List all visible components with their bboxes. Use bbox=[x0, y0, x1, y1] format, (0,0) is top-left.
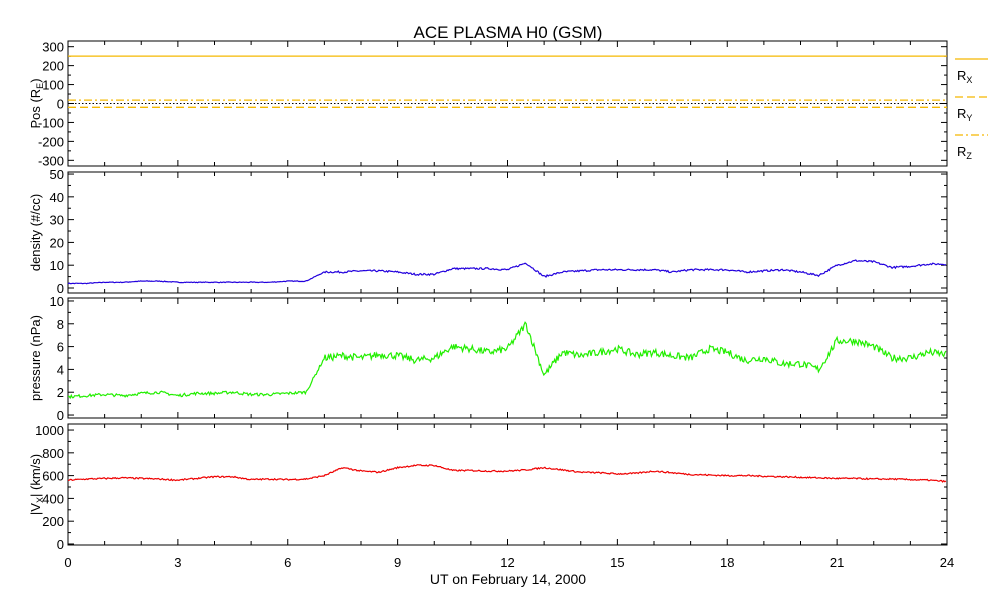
x-tick-label: 21 bbox=[830, 555, 844, 570]
y-axis-label: pressure (nPa) bbox=[28, 315, 43, 401]
y-tick-label: 600 bbox=[42, 469, 64, 484]
y-tick-label: -100 bbox=[38, 115, 64, 130]
y-tick-label: 300 bbox=[42, 40, 64, 55]
y-tick-label: -200 bbox=[38, 134, 64, 149]
legend-name: R bbox=[957, 68, 966, 83]
x-tick-label: 12 bbox=[500, 555, 514, 570]
legend-label-z: RZ bbox=[957, 144, 972, 161]
y-tick-label: 0 bbox=[57, 537, 64, 552]
legend-sub: Y bbox=[966, 113, 972, 123]
y-tick-label: 100 bbox=[42, 78, 64, 93]
y-tick-label: 40 bbox=[50, 190, 64, 205]
y-label-subscript: X bbox=[35, 497, 45, 503]
y-label-text: |V bbox=[28, 503, 43, 515]
y-tick-label: -300 bbox=[38, 153, 64, 168]
y-tick-label: 1000 bbox=[35, 423, 64, 438]
x-axis-label: UT on February 14, 2000 bbox=[430, 571, 586, 587]
legend-label-y: RY bbox=[957, 106, 972, 123]
y-tick-label: 0 bbox=[57, 97, 64, 112]
y-tick-label: 8 bbox=[57, 317, 64, 332]
pos-panel: 300 200 100 0 -100 -200 -300 Pos (RE) bbox=[28, 40, 948, 168]
y-tick-label: 50 bbox=[50, 167, 64, 182]
chart-title: ACE PLASMA H0 (GSM) bbox=[414, 23, 603, 42]
pressure-series-line bbox=[67, 321, 947, 400]
y-tick-label: 200 bbox=[42, 59, 64, 74]
y-tick-label: 4 bbox=[57, 362, 64, 377]
y-tick-label: 6 bbox=[57, 340, 64, 355]
y-tick-label: 10 bbox=[50, 294, 64, 309]
x-tick-label: 18 bbox=[720, 555, 734, 570]
y-label-text: Pos (R bbox=[28, 89, 43, 129]
x-tick-label: 3 bbox=[174, 555, 181, 570]
pressure-panel: 10 8 6 4 2 0 pressure (nPa) bbox=[28, 294, 948, 423]
y-tick-label: 30 bbox=[50, 213, 64, 228]
y-tick-label: 400 bbox=[42, 491, 64, 506]
y-tick-label: 200 bbox=[42, 514, 64, 529]
plot-frame bbox=[67, 40, 948, 167]
y-tick-label: 800 bbox=[42, 446, 64, 461]
y-axis-label: Pos (RE) bbox=[28, 78, 45, 128]
x-tick-label: 9 bbox=[394, 555, 401, 570]
x-tick-label: 6 bbox=[284, 555, 291, 570]
vx-panel: 1000 800 600 400 200 0 |VX| (km/s) bbox=[28, 423, 948, 552]
y-label-end: ) bbox=[28, 78, 43, 82]
x-tick-label: 24 bbox=[940, 555, 954, 570]
y-tick-label: 10 bbox=[50, 258, 64, 273]
legend-sub: Z bbox=[966, 151, 972, 161]
legend-sub: X bbox=[966, 75, 972, 85]
x-tick-label: 0 bbox=[64, 555, 71, 570]
y-tick-label: 0 bbox=[57, 408, 64, 423]
y-label-subscript: E bbox=[35, 83, 45, 89]
y-label-text: pressure (nPa) bbox=[28, 315, 43, 401]
y-axis-label: |VX| (km/s) bbox=[28, 454, 45, 515]
density-panel: 50 40 30 20 10 0 density (#/cc) bbox=[28, 167, 948, 296]
legend-name: R bbox=[957, 144, 966, 159]
legend-name: R bbox=[957, 106, 966, 121]
vx-series-line bbox=[67, 464, 947, 483]
y-tick-label: 20 bbox=[50, 235, 64, 250]
y-label-end: | (km/s) bbox=[28, 454, 43, 497]
density-series-line bbox=[67, 259, 947, 285]
y-tick-label: 2 bbox=[57, 385, 64, 400]
x-tick-label: 15 bbox=[610, 555, 624, 570]
plot-frame bbox=[67, 423, 948, 546]
y-axis-label: density (#/cc) bbox=[28, 194, 43, 271]
y-label-text: density (#/cc) bbox=[28, 194, 43, 271]
legend-label-x: RX bbox=[957, 68, 972, 85]
plot-frame bbox=[67, 297, 948, 419]
y-tick-label: 0 bbox=[57, 281, 64, 296]
